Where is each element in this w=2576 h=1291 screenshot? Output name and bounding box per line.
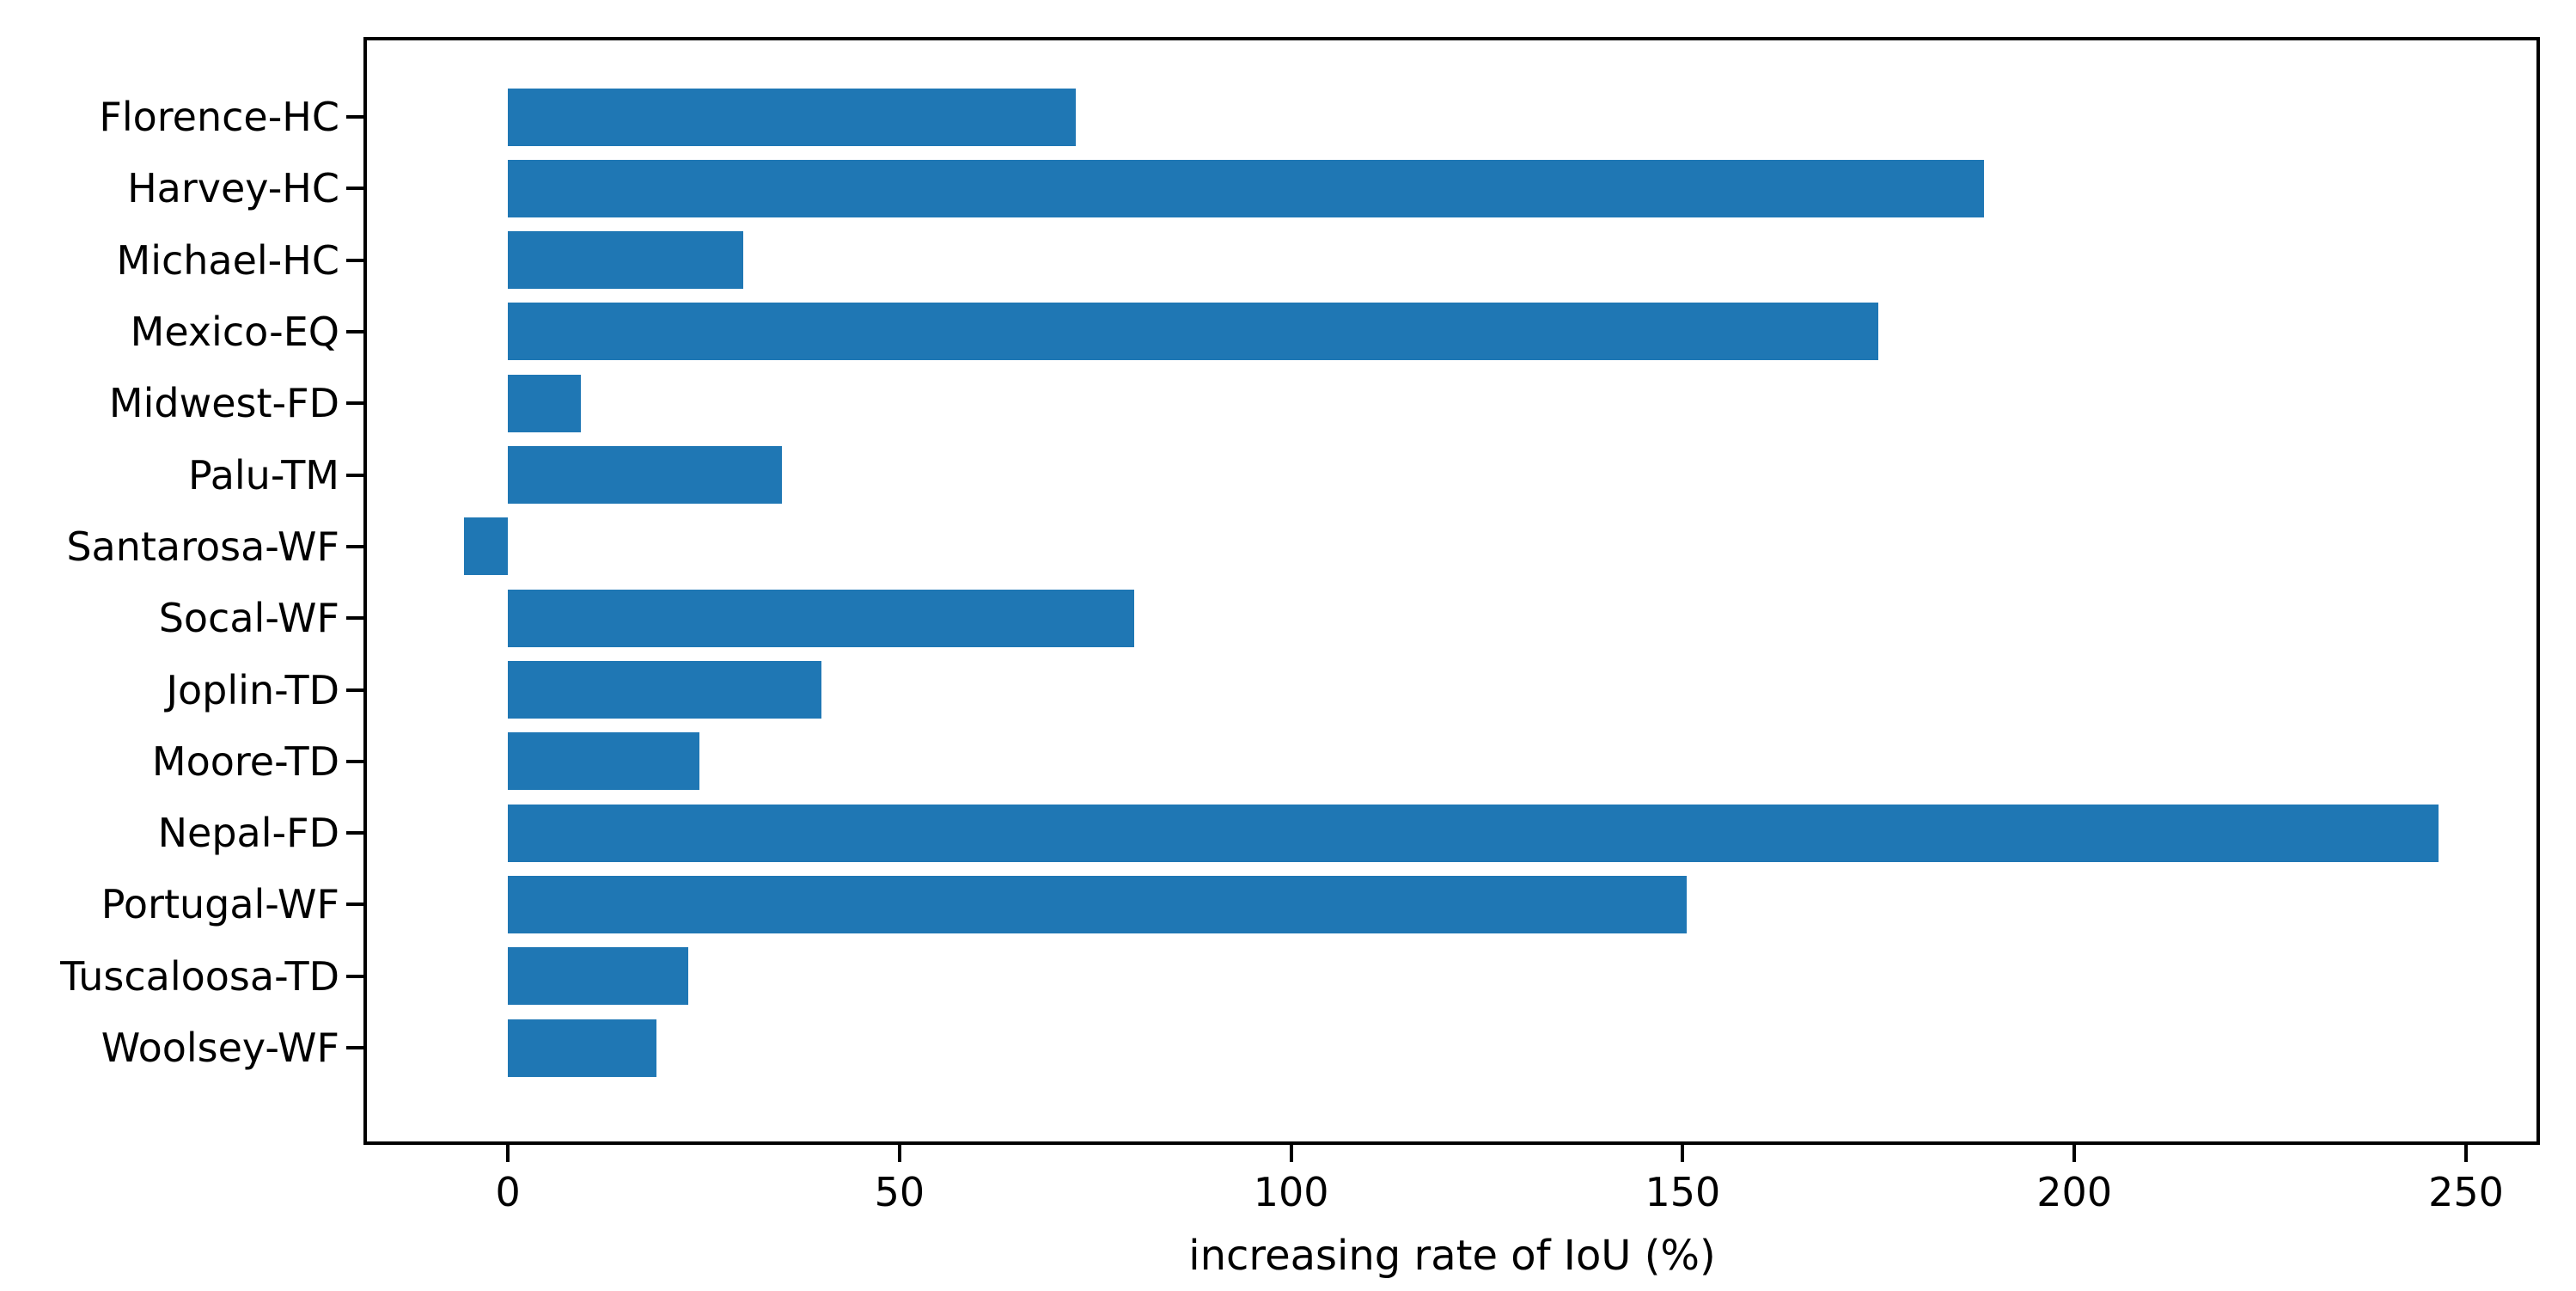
y-axis-tick xyxy=(346,902,363,907)
bar-florence-hc xyxy=(508,88,1076,146)
bar-santarosa-wf xyxy=(464,517,508,576)
x-tick-label-150: 150 xyxy=(1645,1169,1721,1215)
x-axis-tick xyxy=(1289,1145,1293,1162)
x-axis-tick xyxy=(2072,1145,2077,1162)
x-tick-label-100: 100 xyxy=(1253,1169,1329,1215)
x-tick-label-250: 250 xyxy=(2428,1169,2504,1215)
x-axis-tick xyxy=(506,1145,510,1162)
bar-tuscaloosa-td xyxy=(508,947,688,1006)
y-tick-label-socal-wf: Socal-WF xyxy=(158,595,339,642)
bar-harvey-hc xyxy=(508,159,1985,217)
bar-michael-hc xyxy=(508,231,743,290)
x-axis-tick xyxy=(2464,1145,2468,1162)
bar-midwest-fd xyxy=(508,374,581,432)
bar-joplin-td xyxy=(508,661,821,719)
y-axis-tick xyxy=(346,544,363,548)
y-axis-tick xyxy=(346,258,363,262)
y-tick-label-harvey-hc: Harvey-HC xyxy=(127,165,339,212)
x-axis-tick xyxy=(1681,1145,1685,1162)
y-tick-label-joplin-td: Joplin-TD xyxy=(166,666,339,713)
y-axis-tick xyxy=(346,115,363,119)
y-tick-label-palu-tm: Palu-TM xyxy=(188,451,339,499)
x-tick-label-0: 0 xyxy=(495,1169,521,1215)
x-tick-label-50: 50 xyxy=(874,1169,925,1215)
y-axis-tick xyxy=(346,401,363,406)
y-axis-tick xyxy=(346,688,363,692)
bar-palu-tm xyxy=(508,446,783,505)
y-axis-tick xyxy=(346,187,363,191)
y-axis-tick xyxy=(346,473,363,477)
y-tick-label-santarosa-wf: Santarosa-WF xyxy=(66,523,339,570)
plot-area xyxy=(363,37,2540,1145)
y-axis-tick xyxy=(346,329,363,333)
y-tick-label-michael-hc: Michael-HC xyxy=(116,236,340,284)
y-tick-label-midwest-fd: Midwest-FD xyxy=(108,380,339,427)
bar-mexico-eq xyxy=(508,303,1879,361)
y-tick-label-woolsey-wf: Woolsey-WF xyxy=(101,1025,339,1071)
bar-woolsey-wf xyxy=(508,1019,657,1077)
y-tick-label-portugal-wf: Portugal-WF xyxy=(101,881,339,928)
y-axis-tick xyxy=(346,1046,363,1049)
y-axis-tick xyxy=(346,974,363,978)
x-tick-label-200: 200 xyxy=(2036,1169,2113,1215)
y-axis-tick xyxy=(346,616,363,621)
y-tick-label-mexico-eq: Mexico-EQ xyxy=(130,308,339,355)
y-tick-label-tuscaloosa-td: Tuscaloosa-TD xyxy=(60,952,339,1000)
bar-nepal-fd xyxy=(508,804,2439,862)
y-tick-label-nepal-fd: Nepal-FD xyxy=(157,810,339,857)
y-tick-label-florence-hc: Florence-HC xyxy=(99,94,339,140)
y-axis-tick xyxy=(346,831,363,835)
bar-portugal-wf xyxy=(508,875,1687,933)
bar-moore-td xyxy=(508,732,700,791)
x-axis-tick xyxy=(897,1145,901,1162)
bar-socal-wf xyxy=(508,589,1135,647)
y-tick-label-moore-td: Moore-TD xyxy=(151,737,339,785)
x-axis-title: increasing rate of IoU (%) xyxy=(1188,1232,1716,1280)
y-axis-tick xyxy=(346,759,363,763)
